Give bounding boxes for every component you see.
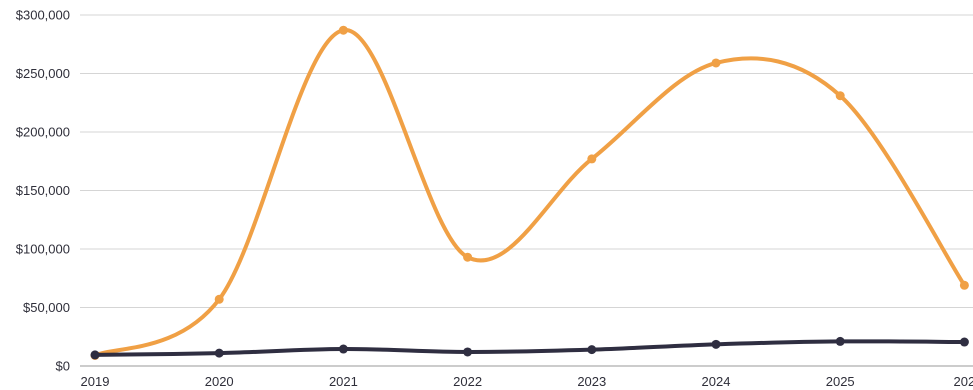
grid-layer — [80, 14, 973, 367]
y-tick-label: $0 — [56, 359, 70, 374]
y-tick-label: $100,000 — [16, 242, 70, 257]
data-point[interactable] — [959, 280, 969, 290]
x-tick-label: 2021 — [329, 374, 358, 389]
x-tick-label: 2025 — [826, 374, 855, 389]
y-tick-label: $250,000 — [16, 66, 70, 81]
x-tick-label: 2019 — [81, 374, 110, 389]
x-tick-label: 2024 — [702, 374, 731, 389]
data-point[interactable] — [835, 336, 845, 346]
x-tick-label: 2023 — [577, 374, 606, 389]
series-2 — [90, 336, 969, 360]
x-tick-label: 2022 — [453, 374, 482, 389]
data-point[interactable] — [587, 345, 597, 355]
data-point[interactable] — [711, 58, 721, 68]
y-tick-label: $150,000 — [16, 183, 70, 198]
series-line — [93, 28, 967, 358]
data-point[interactable] — [711, 339, 721, 349]
data-point[interactable] — [214, 294, 224, 304]
y-tick-label: $50,000 — [23, 300, 70, 315]
data-point[interactable] — [959, 337, 969, 347]
y-tick-label: $200,000 — [16, 125, 70, 140]
x-tick-label: 2020 — [205, 374, 234, 389]
data-point[interactable] — [338, 25, 348, 35]
x-axis-ticks: 2019 2020 2021 2022 2023 2024 2025 202 — [81, 374, 973, 389]
series-line — [93, 339, 967, 357]
data-point[interactable] — [338, 344, 348, 354]
data-point[interactable] — [463, 252, 473, 262]
y-tick-label: $300,000 — [16, 8, 70, 23]
data-point[interactable] — [587, 154, 597, 164]
data-point[interactable] — [214, 348, 224, 358]
series-1 — [90, 25, 969, 360]
data-point[interactable] — [835, 91, 845, 101]
data-point[interactable] — [90, 350, 100, 360]
series-layer — [90, 25, 969, 360]
y-axis-ticks: $0 $50,000 $100,000 $150,000 $200,000 $250,00… — [16, 8, 70, 374]
data-point[interactable] — [463, 347, 473, 357]
x-tick-label: 202 — [954, 374, 973, 389]
